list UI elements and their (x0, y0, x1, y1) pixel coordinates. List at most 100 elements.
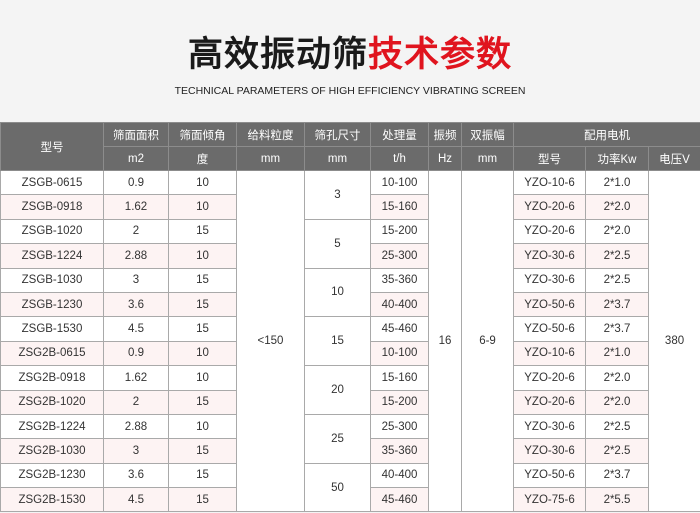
table-row: ZSG2B-1530 4.5 15 45-460 YZO-75-6 2*5.5 (0, 487, 700, 513)
title-black: 高效振动筛 (187, 35, 368, 75)
capacity-cell: 40-400 (370, 291, 429, 318)
capacity-cell: 45-460 (370, 316, 429, 342)
hole-cell: 50 (304, 462, 371, 513)
angle-cell: 10 (168, 243, 237, 269)
power-cell: 2*2.0 (585, 365, 649, 391)
angle-cell: 15 (168, 487, 237, 513)
motor-model-cell: YZO-50-6 (513, 291, 586, 318)
header-feed: 给料粒度 (236, 122, 305, 147)
area-cell: 2.88 (103, 413, 169, 440)
header-area: 筛面面积 (103, 122, 169, 147)
capacity-cell: 10-100 (370, 169, 429, 196)
power-cell: 2*1.0 (585, 169, 649, 196)
header-capacity: 处理量 (370, 122, 429, 147)
angle-cell: 10 (168, 169, 237, 196)
header-angle: 筛面倾角 (168, 122, 237, 147)
model-cell: ZSGB-1020 (0, 218, 104, 245)
angle-cell: 15 (168, 462, 237, 489)
table-row: ZSGB-1530 4.5 15 15 45-460 YZO-50-6 2*3.7 (0, 316, 700, 367)
model-cell: ZSGB-0918 (0, 194, 104, 220)
angle-cell: 10 (168, 413, 237, 440)
motor-model-cell: YZO-75-6 (513, 487, 586, 513)
table-row: ZSGB-1020 2 15 5 15-200 YZO-20-6 2*2.0 (0, 218, 700, 269)
capacity-cell: 40-400 (370, 462, 429, 489)
motor-model-cell: YZO-50-6 (513, 316, 586, 342)
motor-model-cell: YZO-20-6 (513, 389, 586, 415)
model-cell: ZSG2B-0918 (0, 365, 104, 391)
area-cell: 3 (103, 438, 169, 464)
power-cell: 2*1.0 (585, 340, 649, 367)
capacity-cell: 15-200 (370, 389, 429, 415)
table-row: ZSG2B-1020 2 15 15-200 YZO-20-6 2*2.0 (0, 389, 700, 415)
table-row: ZSGB-1030 3 15 10 35-360 YZO-30-6 2*2.5 (0, 267, 700, 318)
unit-area: m2 (103, 146, 169, 171)
header-motor: 配用电机 (512, 122, 700, 147)
power-cell: 2*2.0 (585, 194, 649, 220)
hole-cell: 5 (304, 218, 371, 269)
angle-cell: 15 (168, 218, 237, 245)
power-cell: 2*3.7 (585, 316, 649, 342)
capacity-cell: 10-100 (370, 340, 429, 367)
table-row: ZSG2B-1230 3.6 15 50 40-400 YZO-50-6 2*3.7 (0, 462, 700, 513)
angle-cell: 10 (168, 340, 237, 367)
power-cell: 2*2.0 (585, 218, 649, 245)
capacity-cell: 25-300 (370, 243, 429, 269)
unit-power: 功率Kw (585, 146, 649, 171)
unit-freq: Hz (428, 146, 462, 171)
motor-model-cell: YZO-10-6 (513, 169, 586, 196)
area-cell: 2.88 (103, 243, 169, 269)
unit-hole: mm (304, 146, 371, 171)
capacity-cell: 15-160 (370, 194, 429, 220)
motor-model-cell: YZO-30-6 (513, 243, 586, 269)
angle-cell: 15 (168, 267, 237, 293)
power-cell: 2*3.7 (585, 291, 649, 318)
capacity-cell: 25-300 (370, 413, 429, 440)
angle-cell: 15 (168, 291, 237, 318)
capacity-cell: 45-460 (370, 487, 429, 513)
model-cell: ZSGB-1030 (0, 267, 104, 293)
capacity-cell: 35-360 (370, 267, 429, 293)
unit-capacity: t/h (370, 146, 429, 171)
angle-cell: 15 (168, 389, 237, 415)
spec-table: 型号 筛面面积 筛面倾角 给料粒度 筛孔尺寸 处理量 振频 双振幅 配用电机 m… (0, 122, 700, 513)
motor-model-cell: YZO-20-6 (513, 194, 586, 220)
model-cell: ZSGB-1230 (0, 291, 104, 318)
power-cell: 2*3.7 (585, 462, 649, 489)
table-row: ZSG2B-1030 3 15 35-360 YZO-30-6 2*2.5 (0, 438, 700, 464)
feed-cell: <150 (236, 169, 305, 513)
hole-cell: 3 (304, 170, 371, 220)
unit-voltage: 电压V (647, 146, 700, 171)
motor-model-cell: YZO-10-6 (513, 340, 586, 367)
motor-model-cell: YZO-50-6 (513, 462, 586, 489)
power-cell: 2*5.5 (585, 487, 649, 513)
area-cell: 0.9 (103, 340, 169, 367)
model-cell: ZSGB-0615 (0, 169, 104, 196)
angle-cell: 15 (168, 438, 237, 464)
capacity-cell: 35-360 (370, 438, 429, 464)
voltage-cell: 380 (647, 169, 700, 513)
table-row: ZSGB-0918 1.62 10 15-160 YZO-20-6 2*2.0 (0, 194, 700, 220)
power-cell: 2*2.5 (585, 413, 649, 440)
power-cell: 2*2.5 (585, 438, 649, 464)
table-row: ZSG2B-0615 0.9 10 10-100 YZO-10-6 2*1.0 (0, 340, 700, 367)
unit-motor-model: 型号 (513, 146, 586, 171)
header-hole: 筛孔尺寸 (304, 122, 371, 147)
motor-model-cell: YZO-30-6 (513, 413, 586, 440)
area-cell: 3.6 (103, 462, 169, 489)
freq-cell: 16 (428, 169, 462, 513)
area-cell: 2 (103, 389, 169, 415)
title-red: 技术参数 (368, 35, 513, 75)
page-subtitle: TECHNICAL PARAMETERS OF HIGH EFFICIENCY … (174, 85, 526, 97)
model-cell: ZSG2B-1020 (0, 389, 104, 415)
unit-feed: mm (236, 146, 305, 171)
page-title: 高效振动筛技术参数 (0, 26, 700, 77)
power-cell: 2*2.0 (585, 389, 649, 415)
unit-amp: mm (461, 146, 514, 171)
model-cell: ZSG2B-1224 (0, 413, 104, 440)
area-cell: 1.62 (103, 365, 169, 391)
model-cell: ZSG2B-0615 (0, 340, 104, 367)
table-row: ZSG2B-0918 1.62 10 20 15-160 YZO-20-6 2*2.0 (0, 365, 700, 415)
unit-angle: 度 (168, 146, 237, 171)
power-cell: 2*2.5 (585, 267, 649, 293)
table-row: ZSGB-1224 2.88 10 25-300 YZO-30-6 2*2.5 (0, 243, 700, 269)
